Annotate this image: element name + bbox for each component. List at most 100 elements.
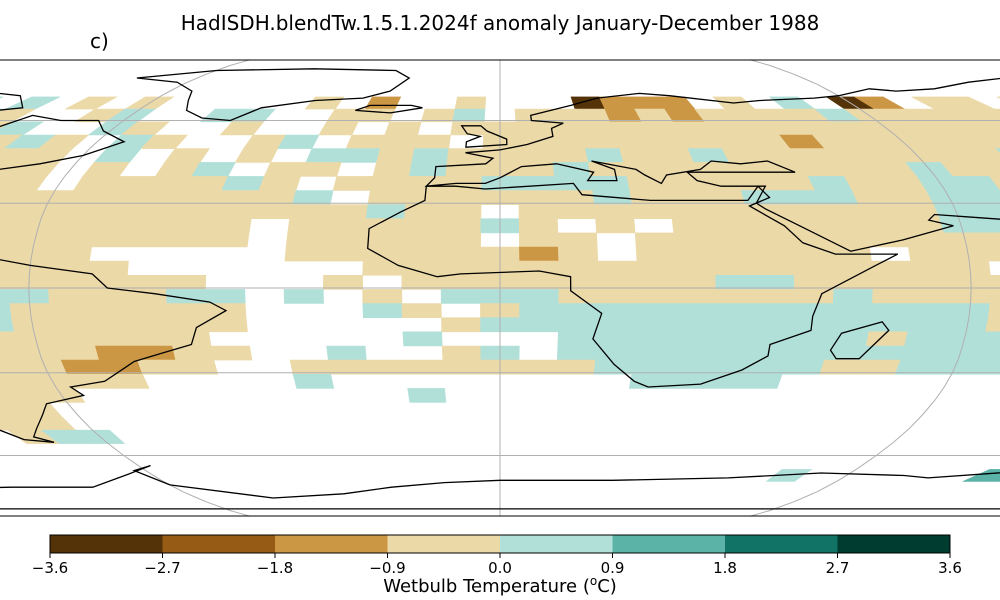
- coastline-greenland: [136, 68, 411, 122]
- anomaly-cell: [675, 303, 716, 318]
- anomaly-cell: [713, 246, 755, 262]
- anomaly-cell: [363, 232, 404, 248]
- anomaly-cell: [870, 303, 912, 318]
- anomaly-cell: [126, 275, 167, 290]
- anomaly-cell: [590, 176, 631, 191]
- anomaly-cell: [653, 148, 695, 163]
- anomaly-cell: [221, 176, 265, 191]
- anomaly-cell: [103, 190, 149, 205]
- anomaly-cell: [519, 303, 560, 318]
- anomaly-cell: [326, 345, 367, 361]
- coastlines: [0, 68, 1000, 510]
- anomaly-cell: [325, 218, 367, 234]
- anomaly-cell: [407, 388, 447, 403]
- anomaly-cell: [636, 303, 677, 318]
- anomaly-cell: [52, 232, 96, 248]
- anomaly-cell: [771, 176, 816, 191]
- anomaly-cell: [89, 317, 132, 333]
- anomaly-cell: [872, 289, 913, 304]
- anomaly-cell: [518, 190, 557, 205]
- anomaly-cell: [556, 359, 596, 375]
- anomaly-cell: [0, 303, 12, 318]
- anomaly-cell: [574, 108, 611, 123]
- colorbar-tick-label: 1.8: [713, 559, 737, 577]
- anomaly-cell: [48, 275, 89, 290]
- anomaly-cell: [289, 359, 332, 375]
- anomaly-cell: [0, 96, 4, 110]
- anomaly-cell: [414, 134, 451, 149]
- anomaly-cell: [791, 246, 833, 262]
- anomaly-cell: [634, 232, 676, 248]
- anomaly-cell: [739, 373, 783, 389]
- anomaly-cell: [581, 134, 621, 149]
- anomaly-cell: [205, 289, 246, 304]
- colorbar-tick-label: −3.6: [32, 559, 68, 577]
- anomaly-cell: [895, 204, 941, 219]
- anomaly-cell: [793, 289, 835, 304]
- anomaly-cell: [402, 331, 443, 347]
- colorbar-swatch: [387, 535, 501, 553]
- anomaly-cell: [88, 303, 130, 318]
- anomaly-cell: [165, 275, 207, 290]
- colorbar-swatch: [837, 535, 951, 553]
- anomaly-cell: [555, 190, 595, 205]
- anomaly-cell: [365, 204, 406, 219]
- anomaly-cell: [379, 134, 419, 149]
- anomaly-cell: [169, 331, 212, 347]
- anomaly-cell: [673, 232, 715, 248]
- anomaly-cell: [713, 317, 755, 333]
- anomaly-cell: [636, 289, 678, 304]
- anomaly-cell: [384, 121, 422, 136]
- anomaly-cell: [819, 359, 863, 375]
- anomaly-cell: [442, 204, 482, 219]
- anomaly-cell: [454, 96, 487, 110]
- anomaly-cell: [175, 359, 219, 375]
- anomaly-cell: [133, 345, 177, 361]
- anomaly-cell: [585, 148, 624, 163]
- anomaly-cell: [669, 204, 711, 219]
- anomaly-cell: [908, 246, 951, 262]
- anomaly-cell: [985, 317, 1000, 333]
- anomaly-cell: [827, 232, 870, 248]
- anomaly-cell: [277, 134, 320, 149]
- anomaly-cell: [557, 246, 599, 262]
- anomaly-cell: [714, 260, 756, 276]
- anomaly-cell: [989, 289, 1000, 304]
- anomaly-cell: [744, 359, 787, 375]
- anomaly-cell: [403, 218, 443, 234]
- anomaly-cell: [95, 345, 138, 361]
- anomaly-cell: [777, 190, 822, 205]
- anomaly-cell: [785, 345, 828, 361]
- anomaly-cell: [441, 218, 482, 234]
- anomaly-cell: [703, 190, 746, 205]
- anomaly-cell: [367, 190, 408, 205]
- longitude-line: [750, 60, 972, 516]
- colorbar-tick-label: 0.0: [488, 559, 512, 577]
- anomaly-cell: [699, 176, 742, 191]
- anomaly-cell: [440, 246, 481, 262]
- anomaly-cell: [443, 190, 482, 205]
- anomaly-cell: [0, 289, 11, 304]
- anomaly-cell: [595, 331, 637, 347]
- anomaly-cell: [550, 148, 589, 163]
- anomaly-cell: [671, 345, 713, 361]
- anomaly-cell: [594, 204, 635, 219]
- colorbar-tick-label: −1.8: [257, 559, 293, 577]
- anomaly-cell: [87, 260, 129, 276]
- anomaly-cell: [752, 317, 794, 333]
- anomaly-cell: [753, 303, 795, 318]
- anomaly-cell: [858, 204, 903, 219]
- anomaly-cell: [292, 190, 334, 205]
- anomaly-cell: [707, 204, 749, 219]
- anomaly-cell: [518, 359, 558, 375]
- colorbar-swatch: [725, 535, 838, 553]
- colorbar-swatch: [612, 535, 726, 553]
- anomaly-cell: [98, 359, 143, 375]
- coastline-madagascar: [829, 321, 890, 360]
- anomaly-cell: [595, 218, 636, 234]
- figure-title: HadISDH.blendTw.1.5.1.2024f anomaly Janu…: [181, 11, 820, 35]
- anomaly-cell: [752, 246, 794, 262]
- anomaly-cell: [894, 359, 940, 375]
- anomaly-cell: [629, 190, 671, 205]
- anomaly-cell: [171, 218, 214, 234]
